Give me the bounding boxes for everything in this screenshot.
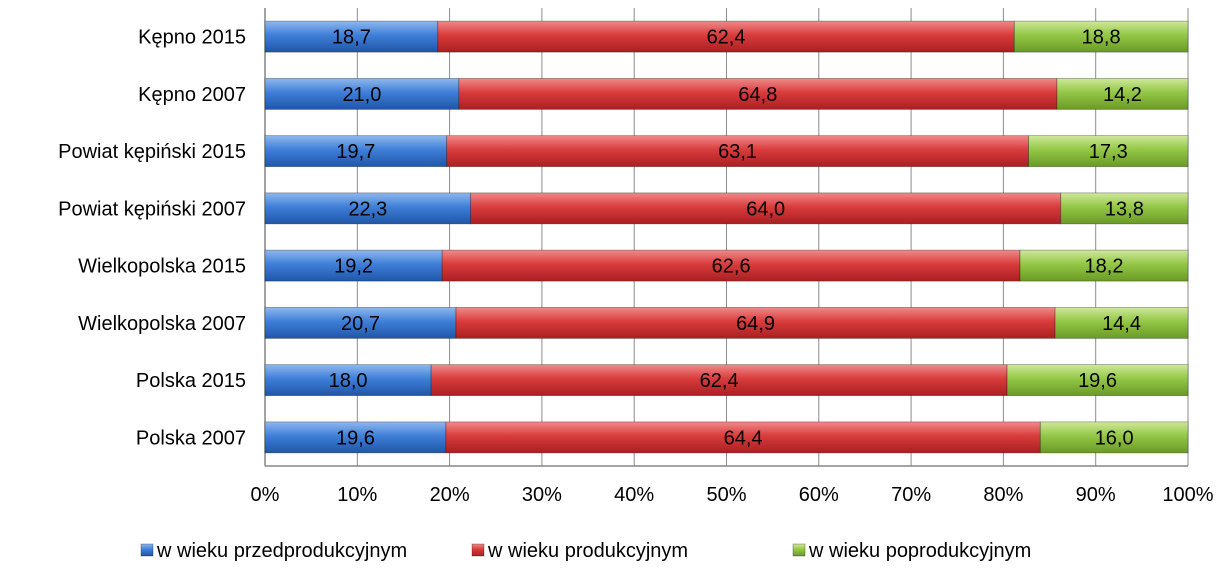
bar-segment [1013, 20, 1189, 53]
legend-swatch [792, 543, 806, 557]
data-label: 14,2 [1103, 84, 1142, 106]
category-labels: Kępno 2015 Kępno 2007 Powiat kępiński 2015… [58, 27, 246, 450]
data-label: 13,8 [1105, 198, 1144, 220]
data-label: 18,0 [329, 370, 368, 392]
data-label: 20,7 [341, 313, 380, 335]
bar-segment [264, 20, 439, 53]
category-label: Kępno 2015 [138, 27, 246, 49]
category-label: Polska 2007 [136, 427, 246, 449]
data-label: 63,1 [718, 141, 757, 163]
bar-segment [446, 135, 1029, 168]
bar-segment [264, 135, 448, 168]
category-label: Wielkopolska 2007 [78, 313, 246, 335]
bar-segment [1054, 306, 1189, 339]
data-label: 18,7 [332, 27, 371, 49]
legend-label: w wieku poprodukcyjnym [808, 540, 1031, 562]
legend-swatch [471, 543, 485, 557]
x-tick-label: 80% [983, 484, 1023, 506]
data-label: 18,8 [1082, 27, 1121, 49]
bars: 18,7 62,4 18,8 21,0 64,8 14,2 19,7 63,1 17,3 22,3… [264, 20, 1189, 454]
bar-segment [1056, 77, 1189, 110]
category-label: Kępno 2007 [138, 84, 246, 106]
x-axis-ticks: 0% 10% 20% 30% 40% 50% 60% 70% 80% 90% 100% [251, 484, 1214, 506]
category-label: Wielkopolska 2015 [78, 256, 246, 278]
x-tick-label: 100% [1162, 484, 1213, 506]
bar-segment [441, 249, 1021, 282]
data-label: 18,2 [1085, 256, 1124, 278]
data-label: 21,0 [342, 84, 381, 106]
bar-segment [264, 364, 432, 397]
data-label: 64,0 [746, 198, 785, 220]
x-tick-label: 0% [251, 484, 280, 506]
gridlines [264, 8, 1189, 467]
category-label: Powiat kępiński 2007 [58, 198, 246, 220]
bar-segment [264, 306, 457, 339]
data-label: 64,4 [724, 427, 763, 449]
data-label: 64,9 [736, 313, 775, 335]
data-label: 22,3 [348, 198, 387, 220]
bar-segment [264, 192, 472, 225]
data-label: 64,8 [738, 84, 777, 106]
x-tick-label: 70% [891, 484, 931, 506]
data-label: 62,4 [700, 370, 739, 392]
bar-segment [264, 249, 443, 282]
bar-segment [1039, 421, 1189, 454]
bar-segment [437, 20, 1015, 53]
data-label: 62,6 [712, 256, 751, 278]
bar-segment [264, 77, 460, 110]
bar-segment [455, 306, 1056, 339]
x-tick-label: 30% [522, 484, 562, 506]
category-label: Powiat kępiński 2015 [58, 141, 246, 163]
bar-segment [470, 192, 1062, 225]
x-tick-label: 20% [430, 484, 470, 506]
x-tick-label: 50% [706, 484, 746, 506]
legend-label: w wieku przedprodukcyjnym [156, 540, 407, 562]
data-label: 19,7 [336, 141, 375, 163]
bar-segment [430, 364, 1008, 397]
legend-swatch [140, 543, 154, 557]
bar-segment [264, 421, 447, 454]
data-label: 19,2 [334, 256, 373, 278]
x-tick-label: 60% [799, 484, 839, 506]
data-label: 62,4 [707, 27, 746, 49]
bar-segment [458, 77, 1058, 110]
data-label: 14,4 [1102, 313, 1141, 335]
bar-segment [1028, 135, 1189, 168]
legend: w wieku przedprodukcyjnym w wieku produkc… [140, 540, 1031, 562]
x-tick-label: 10% [337, 484, 377, 506]
data-label: 19,6 [336, 427, 375, 449]
bar-segment [1006, 364, 1189, 397]
data-label: 16,0 [1095, 427, 1134, 449]
data-label: 19,6 [1078, 370, 1117, 392]
category-label: Polska 2015 [136, 370, 246, 392]
x-tick-label: 90% [1076, 484, 1116, 506]
bar-segment [1019, 249, 1189, 282]
bar-segment [1060, 192, 1189, 225]
legend-label: w wieku produkcyjnym [487, 540, 688, 562]
x-tick-label: 40% [614, 484, 654, 506]
data-label: 17,3 [1089, 141, 1128, 163]
